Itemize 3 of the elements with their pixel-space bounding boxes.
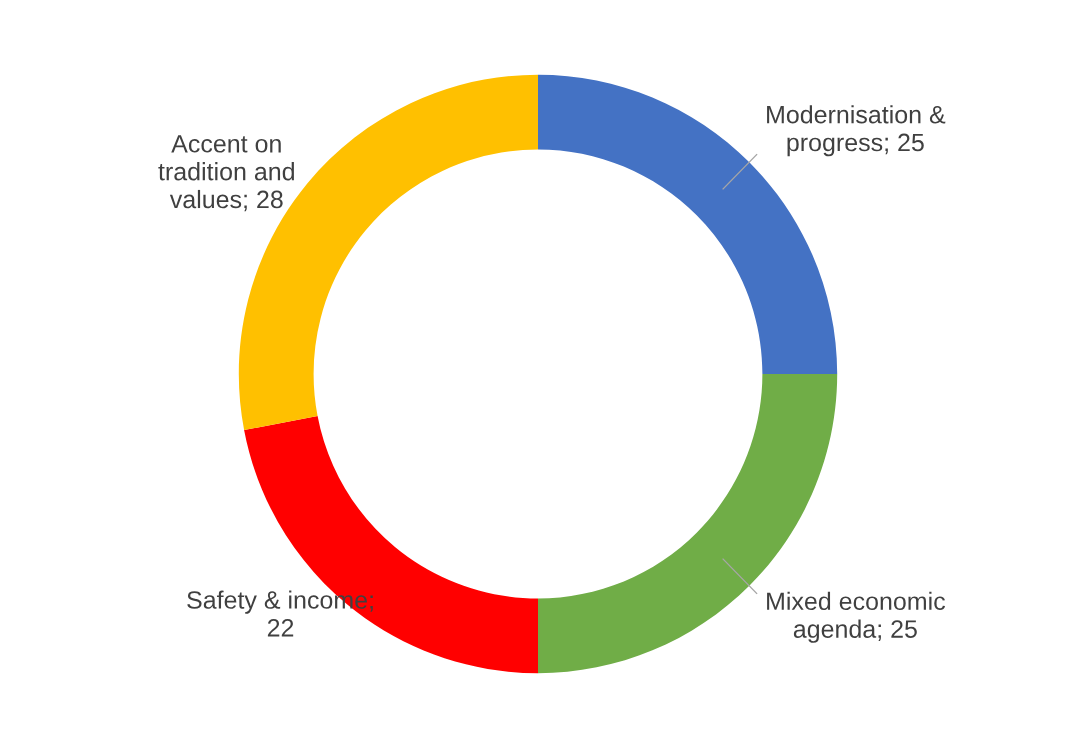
- slice-label: Accent on tradition and values; 28: [158, 135, 294, 212]
- slice-label: Mixed economic agenda; 25: [767, 591, 946, 643]
- slice-label: Modernisation & progress; 25: [767, 105, 946, 157]
